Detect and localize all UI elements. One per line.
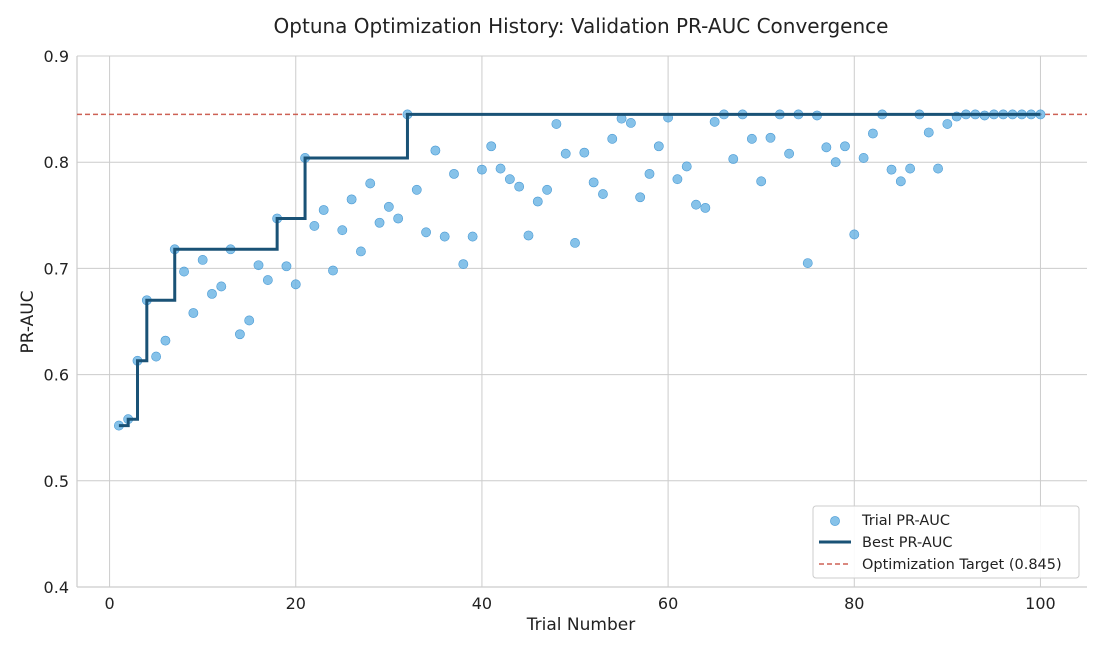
trial-point: [467, 231, 478, 242]
tick-labels: 0 20 40 60 80 100 0.4 0.5 0.6 0.7 0.8 0.9: [44, 47, 1056, 613]
trial-point: [746, 133, 757, 144]
axes: [76, 56, 1087, 588]
trial-point: [532, 196, 543, 207]
trial-point: [858, 153, 869, 163]
trial-point: [849, 229, 860, 240]
trial-point: [449, 168, 459, 179]
trial-point: [235, 329, 245, 340]
x-tick-label: 40: [472, 594, 492, 613]
trial-points: [113, 109, 1046, 431]
y-tick-label: 0.4: [44, 578, 69, 597]
trial-point: [728, 154, 739, 164]
trial-point: [570, 238, 580, 248]
trial-point: [867, 128, 878, 139]
trial-point: [207, 288, 217, 299]
trial-point: [588, 177, 599, 188]
trial-point: [756, 176, 767, 187]
trial-point: [551, 119, 562, 129]
legend-marker-trial: [830, 516, 840, 526]
trial-point: [486, 141, 497, 152]
trial-point: [262, 275, 273, 285]
trial-point: [477, 164, 487, 175]
trial-point: [393, 213, 404, 224]
legend-label: Optimization Target (0.845): [862, 557, 1062, 573]
x-tick-label: 80: [844, 594, 864, 613]
x-axis-label: Trial Number: [526, 615, 635, 635]
trial-point: [383, 201, 394, 212]
trial-point: [542, 184, 552, 195]
x-tick-label: 60: [658, 594, 678, 613]
trial-point: [253, 260, 264, 271]
chart-title: Optuna Optimization History: Validation …: [274, 14, 889, 38]
y-tick-label: 0.7: [44, 259, 69, 278]
trial-point: [942, 119, 953, 129]
trial-point: [421, 227, 431, 238]
trial-point: [309, 221, 320, 231]
trial-point: [672, 174, 683, 185]
trial-point: [337, 225, 348, 236]
trial-point: [830, 157, 841, 168]
trial-point: [895, 176, 906, 187]
trial-point: [691, 199, 701, 210]
legend-box: [812, 505, 1080, 579]
trial-point: [439, 231, 450, 242]
legend-label: Best PR-AUC: [862, 535, 953, 551]
trial-point: [840, 141, 850, 152]
trial-point: [318, 205, 329, 215]
trial-point: [216, 281, 227, 292]
trial-point: [681, 161, 692, 172]
y-tick-label: 0.6: [44, 366, 69, 385]
y-tick-label: 0.5: [44, 472, 69, 491]
trial-point: [356, 246, 366, 257]
trial-point: [653, 141, 664, 152]
trial-point: [504, 174, 515, 185]
trial-point: [365, 178, 376, 189]
y-tick-label: 0.8: [44, 153, 69, 172]
trial-point: [709, 116, 720, 127]
x-tick-label: 20: [286, 594, 306, 613]
legend: Trial PR-AUC Best PR-AUC Optimization Targ…: [812, 505, 1080, 579]
trial-point: [281, 261, 292, 272]
trial-point: [644, 168, 655, 179]
trial-point: [598, 189, 608, 199]
trial-point: [328, 265, 338, 276]
trial-point: [905, 163, 916, 174]
y-tick-label: 0.9: [44, 47, 69, 66]
trial-point: [923, 127, 934, 138]
trial-point: [802, 258, 813, 268]
trial-point: [374, 217, 385, 228]
trial-point: [523, 230, 534, 241]
trial-point: [458, 259, 469, 270]
trial-point: [514, 181, 525, 192]
trial-point: [607, 133, 618, 144]
trial-point: [765, 132, 776, 143]
x-tick-label: 0: [104, 594, 114, 613]
trial-point: [188, 308, 199, 318]
trial-point: [290, 279, 301, 290]
trial-point: [197, 255, 208, 265]
trial-point: [821, 142, 832, 153]
trial-point: [160, 335, 171, 346]
trial-point: [784, 148, 795, 159]
trial-point: [346, 194, 357, 205]
best-step-line: [118, 112, 1041, 428]
trial-point: [886, 164, 897, 175]
trial-point: [179, 266, 189, 277]
trial-point: [411, 184, 422, 195]
trial-point: [625, 118, 636, 128]
legend-label: Trial PR-AUC: [861, 513, 950, 529]
trial-point: [244, 315, 255, 326]
x-tick-label: 100: [1025, 594, 1056, 613]
trial-point: [635, 192, 646, 203]
trial-point: [579, 147, 590, 158]
best-line-group: [118, 112, 1041, 428]
trial-point: [430, 145, 441, 156]
trial-point: [700, 202, 711, 213]
trial-point: [495, 163, 506, 174]
y-axis-label: PR-AUC: [18, 290, 38, 353]
trial-point: [933, 163, 943, 174]
trial-point: [560, 148, 571, 159]
trial-point: [151, 351, 162, 362]
